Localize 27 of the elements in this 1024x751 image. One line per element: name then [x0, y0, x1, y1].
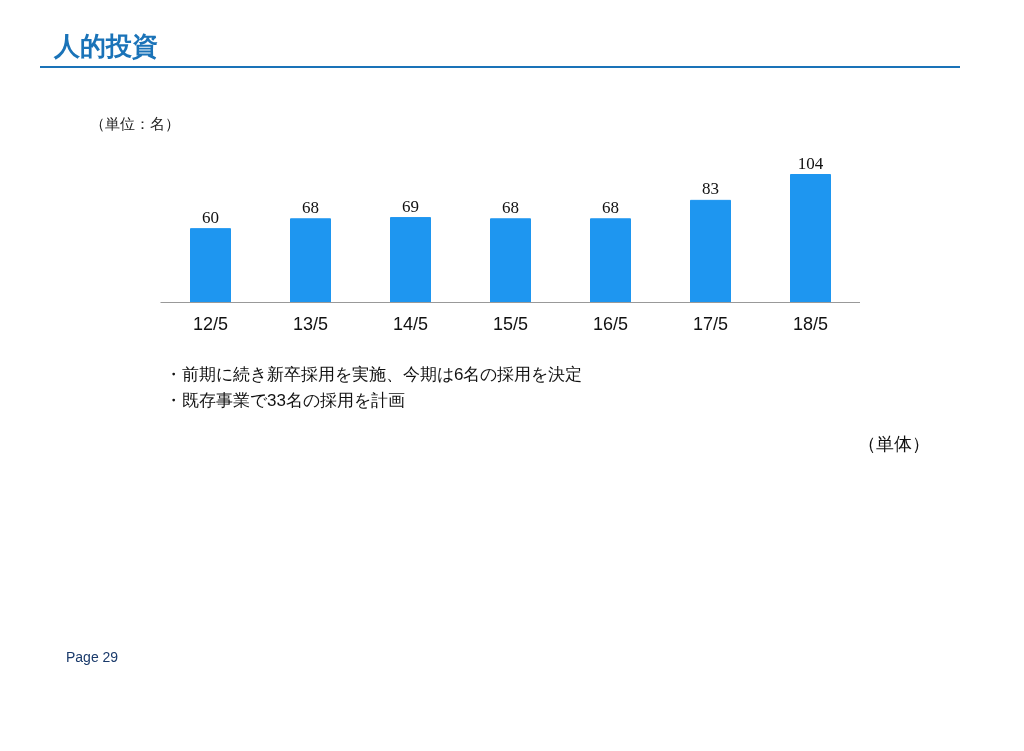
bar	[790, 174, 831, 303]
data-label: 104	[797, 153, 824, 173]
bar	[390, 217, 431, 303]
bar	[590, 218, 631, 303]
data-label: 69	[402, 196, 419, 216]
bar	[290, 218, 331, 303]
data-label: 68	[602, 197, 619, 217]
text: ・既存事業で33名の採用を計画	[165, 391, 405, 410]
bar	[690, 199, 731, 303]
data-label: 68	[302, 197, 319, 217]
bar	[190, 228, 231, 303]
x-tick-label: 17/5	[692, 313, 729, 334]
x-tick-label: 12/5	[192, 313, 229, 334]
x-tick-label: 13/5	[292, 313, 329, 334]
text: （単体）	[858, 433, 930, 456]
data-label: 83	[702, 179, 719, 199]
bar	[490, 218, 531, 303]
data-label: 68	[502, 197, 519, 217]
y-axis-title: （単位：名）	[90, 114, 180, 134]
x-tick-label: 18/5	[792, 313, 829, 334]
data-label: 60	[202, 207, 219, 227]
text: ・前期に続き新卒採用を実施、今期は6名の採用を決定	[165, 365, 583, 384]
x-tick-label: 15/5	[492, 313, 529, 334]
text: Page 29	[66, 648, 119, 667]
x-tick-label: 14/5	[392, 313, 429, 334]
x-tick-label: 16/5	[592, 313, 629, 334]
chart-title: 人的投資	[54, 30, 158, 63]
